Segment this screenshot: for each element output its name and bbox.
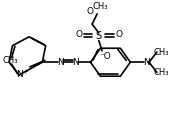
Text: CH₃: CH₃ [153, 48, 169, 57]
Text: ⁻O: ⁻O [100, 52, 111, 61]
Text: +: + [22, 69, 28, 75]
Text: N: N [72, 58, 79, 67]
Text: O: O [75, 30, 82, 39]
Text: CH₃: CH₃ [153, 68, 169, 77]
Text: O: O [86, 7, 93, 16]
Text: S: S [96, 31, 102, 41]
Text: O: O [115, 30, 122, 39]
Text: N: N [144, 58, 150, 67]
Text: N: N [57, 58, 64, 67]
Text: N: N [16, 70, 22, 79]
Text: CH₃: CH₃ [93, 2, 108, 11]
Text: CH₃: CH₃ [2, 56, 18, 65]
